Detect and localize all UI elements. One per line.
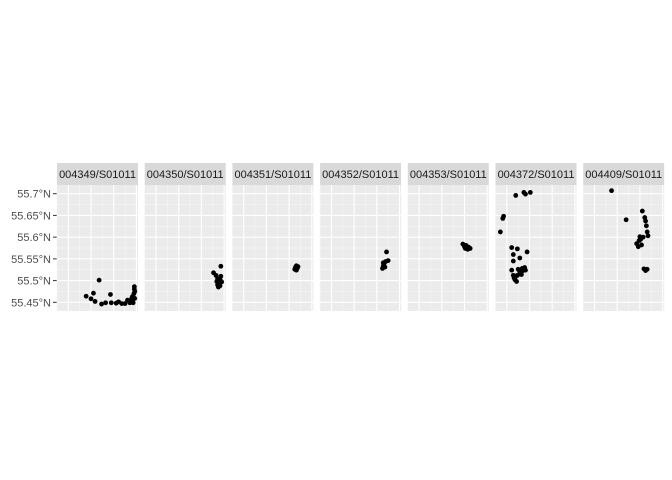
data-point [523, 191, 528, 197]
facet-strip [144, 163, 226, 185]
data-point [83, 293, 89, 299]
data-point [217, 283, 223, 289]
data-point [99, 301, 104, 307]
data-point [103, 300, 108, 306]
data-point [527, 189, 533, 195]
data-point [384, 249, 389, 255]
data-point [96, 277, 102, 283]
data-point [643, 223, 649, 229]
facet-panel: 004351/S01011 [232, 163, 314, 311]
data-point [643, 218, 648, 224]
data-point [514, 246, 520, 252]
data-point [129, 299, 135, 304]
y-tick-label: 55.45°N [11, 297, 51, 309]
data-point [510, 258, 516, 264]
data-point [382, 264, 388, 270]
data-point [640, 234, 646, 240]
data-point [219, 279, 225, 285]
data-point [131, 284, 137, 290]
data-point [467, 246, 473, 251]
y-tick-label: 55.6°N [17, 232, 51, 244]
data-point [609, 188, 614, 194]
facet-strip-label: 004349/S01011 [59, 169, 136, 181]
facet-strip [407, 163, 489, 185]
facet-strip-label: 004409/S01011 [585, 169, 662, 181]
data-point [639, 242, 644, 248]
data-point [509, 245, 515, 250]
facet-panels: 004349/S01011 004350/S01011 004351/S01011 0… [56, 163, 665, 311]
facet-panel: 004409/S01011 [582, 163, 665, 311]
facet-strip-label: 004372/S01011 [498, 169, 575, 181]
facet-panel: 004372/S01011 [495, 163, 577, 311]
y-tick-label: 55.5°N [17, 276, 51, 288]
facet-strip [320, 163, 402, 185]
y-axis: 55.45°N 55.5°N 55.55°N 55.6°N 55.65°N 55.7°N [11, 189, 57, 309]
facet-panel: 004352/S01011 [319, 163, 402, 311]
data-point [385, 258, 391, 263]
data-point [645, 233, 651, 239]
data-point [644, 229, 650, 235]
data-point [644, 266, 650, 272]
data-point [293, 267, 299, 273]
data-point [92, 299, 98, 304]
data-point [524, 249, 530, 255]
facet-strip [495, 163, 577, 185]
data-point [218, 263, 224, 269]
data-point [108, 300, 114, 306]
data-point [88, 296, 94, 302]
facet-strip-label: 004350/S01011 [147, 169, 224, 181]
data-point [108, 292, 113, 297]
data-point [380, 260, 386, 266]
data-point [510, 252, 516, 257]
data-point [519, 272, 524, 277]
data-point [509, 267, 515, 273]
data-point [517, 255, 523, 261]
data-point [91, 290, 96, 296]
data-point [122, 301, 128, 307]
data-point [514, 279, 519, 284]
facet-strip-label: 004351/S01011 [234, 169, 311, 181]
facet-panel: 004353/S01011 [407, 163, 489, 311]
data-point [497, 229, 503, 235]
facet-panel: 004350/S01011 [144, 163, 226, 311]
data-point [523, 267, 528, 273]
data-point [623, 217, 629, 223]
facet-strip [583, 163, 665, 185]
facet-panel: 004349/S01011 [56, 163, 138, 311]
y-tick-label: 55.7°N [17, 189, 51, 201]
data-point [218, 273, 224, 279]
y-tick-label: 55.55°N [11, 254, 51, 266]
data-point [501, 213, 506, 219]
facet-strip [57, 163, 138, 185]
facet-strip-label: 004353/S01011 [410, 169, 487, 181]
facet-strip-label: 004352/S01011 [322, 169, 399, 181]
data-point [639, 208, 645, 214]
y-tick-label: 55.65°N [11, 210, 51, 222]
data-point [513, 193, 519, 198]
facet-strip [232, 163, 314, 185]
data-point [132, 289, 138, 294]
data-point [514, 272, 520, 278]
